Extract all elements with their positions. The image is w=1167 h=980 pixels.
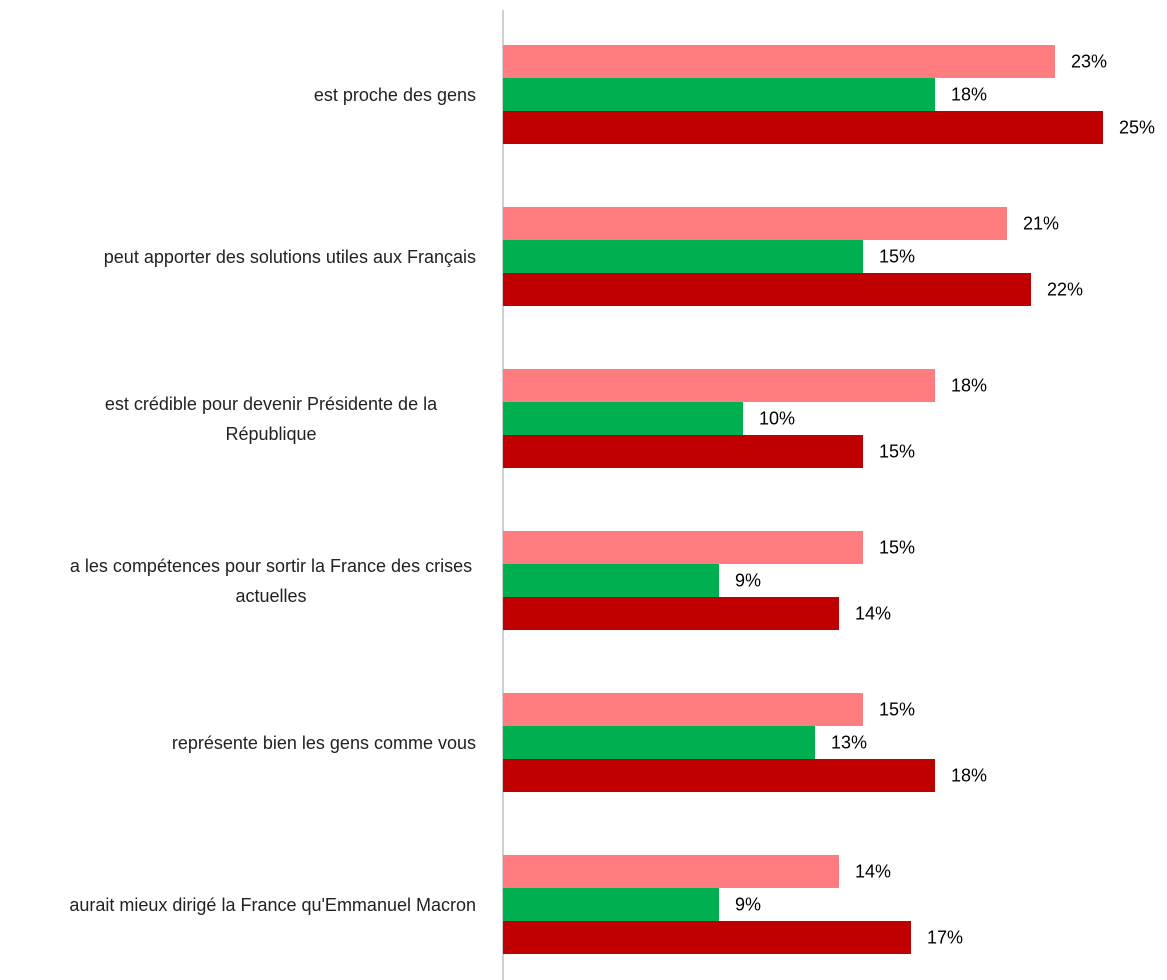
- bar: [503, 564, 719, 597]
- value-label: 10%: [759, 408, 795, 428]
- value-label: 15%: [879, 537, 915, 557]
- category-label: peut apporter des solutions utiles aux F…: [103, 246, 476, 267]
- value-label: 14%: [855, 861, 891, 881]
- value-label: 15%: [879, 246, 915, 266]
- value-label: 22%: [1047, 279, 1083, 299]
- value-label: 9%: [735, 570, 761, 590]
- bar: [503, 402, 743, 435]
- value-label: 13%: [831, 732, 867, 752]
- bar: [503, 726, 815, 759]
- category-label: est proche des gens: [313, 84, 476, 105]
- bar: [503, 369, 935, 402]
- bar: [503, 435, 863, 468]
- bar: [503, 888, 719, 921]
- category-label: représente bien les gens comme vous: [171, 732, 476, 753]
- value-label: 15%: [879, 699, 915, 719]
- value-label: 21%: [1023, 213, 1059, 233]
- value-label: 15%: [879, 441, 915, 461]
- bar: [503, 240, 863, 273]
- bar: [503, 597, 839, 630]
- value-label: 18%: [951, 375, 987, 395]
- category-label: est crédible pour devenir Présidente de …: [104, 393, 438, 444]
- value-label: 9%: [735, 894, 761, 914]
- value-label: 18%: [951, 765, 987, 785]
- category-label: aurait mieux dirigé la France qu'Emmanue…: [69, 894, 476, 915]
- bar: [503, 759, 935, 792]
- bar: [503, 855, 839, 888]
- bar: [503, 921, 911, 954]
- value-label: 14%: [855, 603, 891, 623]
- bar: [503, 273, 1031, 306]
- bar: [503, 693, 863, 726]
- bar: [503, 531, 863, 564]
- value-label: 18%: [951, 84, 987, 104]
- value-label: 25%: [1119, 117, 1155, 137]
- bar: [503, 111, 1103, 144]
- bar: [503, 45, 1055, 78]
- value-label: 17%: [927, 927, 963, 947]
- value-label: 23%: [1071, 51, 1107, 71]
- category-label: a les compétences pour sortir la France …: [69, 555, 473, 606]
- bar: [503, 207, 1007, 240]
- bar: [503, 78, 935, 111]
